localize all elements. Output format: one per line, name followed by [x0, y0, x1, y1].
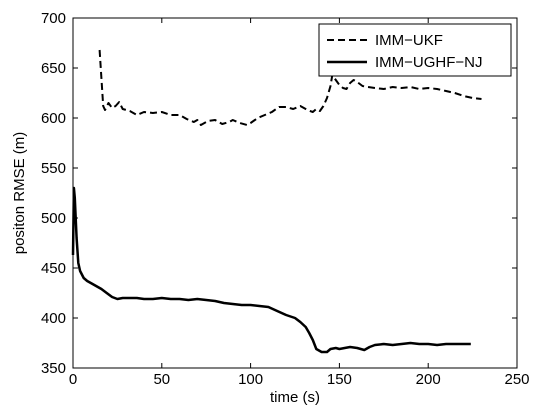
y-tick-label: 350 [41, 360, 66, 377]
legend-box [318, 23, 512, 77]
series-line-imm-ughf-nj [71, 186, 471, 354]
y-axis-label: positon RMSE (m) [11, 132, 28, 255]
x-axis-label: time (s) [270, 389, 320, 406]
x-tick-label: 100 [238, 371, 263, 388]
x-tick-label: 0 [69, 371, 77, 388]
legend-label-imm-ukf: IMM−UKF [375, 32, 443, 49]
x-axis: 0 50 100 150 200 250 [69, 18, 530, 388]
y-axis: 350 400 450 500 550 600 650 700 [41, 10, 517, 377]
x-tick-label: 200 [416, 371, 441, 388]
y-tick-label: 400 [41, 310, 66, 327]
y-tick-label: 450 [41, 260, 66, 277]
y-tick-label: 550 [41, 160, 66, 177]
series-line-imm-ukf [98, 49, 482, 126]
y-tick-label: 700 [41, 10, 66, 27]
x-tick-label: 250 [504, 371, 529, 388]
x-tick-label: 50 [153, 371, 170, 388]
y-tick-label: 500 [41, 210, 66, 227]
legend: IMM−UKF IMM−UGHF−NJ [318, 23, 512, 77]
legend-label-imm-ughf-nj: IMM−UGHF−NJ [375, 54, 483, 71]
series-layer [71, 49, 482, 354]
y-tick-label: 600 [41, 110, 66, 127]
x-tick-label: 150 [327, 371, 352, 388]
y-tick-label: 650 [41, 60, 66, 77]
